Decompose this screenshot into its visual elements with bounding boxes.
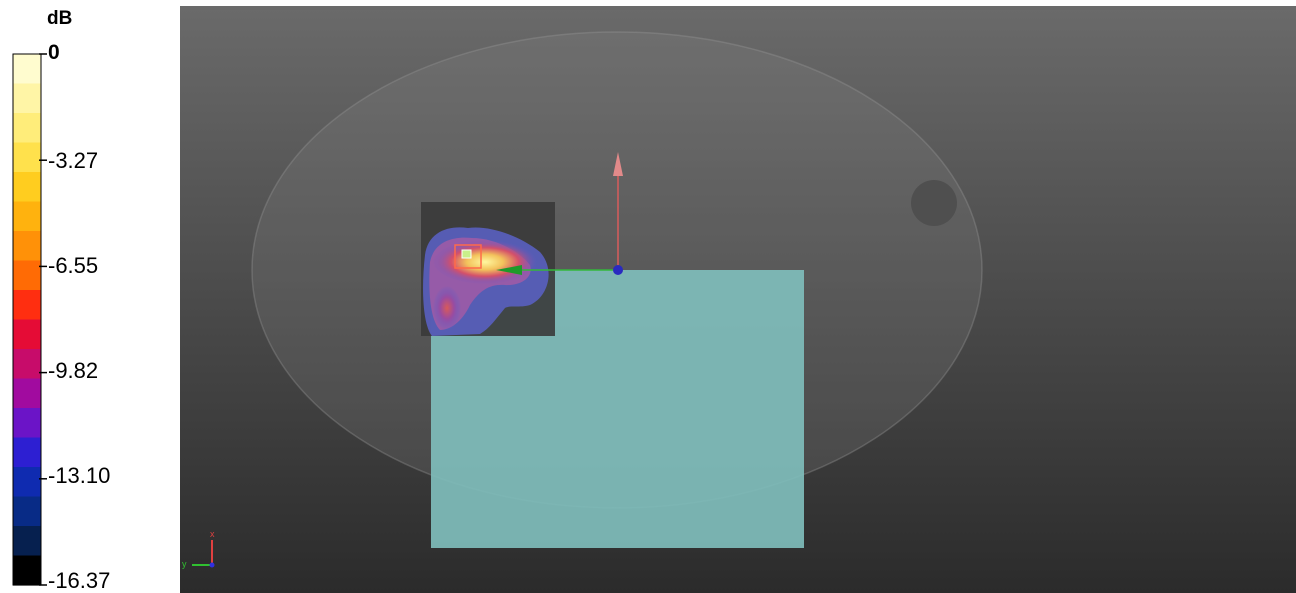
peak-marker-outer — [454, 244, 482, 269]
heatmap-main-peak — [433, 240, 537, 284]
legend-tick-label: -3.27 — [48, 148, 99, 173]
legend-color-step — [13, 142, 41, 173]
phantom-marker — [911, 180, 957, 226]
legend-tick-label: -9.82 — [48, 358, 99, 383]
legend-color-step — [13, 319, 41, 350]
legend-color-step — [13, 555, 41, 586]
legend-color-step — [13, 231, 41, 262]
legend-tick-label: -13.10 — [48, 463, 111, 488]
heatmap-secondary-peak — [433, 286, 461, 330]
legend-color-step — [13, 378, 41, 409]
legend-color-step — [13, 172, 41, 203]
legend-color-step — [13, 201, 41, 232]
legend-color-step — [13, 496, 41, 527]
scene-canvas[interactable]: x y — [180, 6, 1296, 593]
legend-frame — [12, 53, 42, 586]
origin-point — [613, 265, 623, 275]
peak-marker-inner — [461, 249, 472, 259]
legend-color-step — [13, 408, 41, 439]
legend-color-step — [13, 54, 41, 85]
coordinate-origin-gizmo[interactable] — [496, 152, 623, 275]
legend-color-step — [13, 349, 41, 380]
color-legend: dB 0 -3.27 -6.55 -9.82 -13.10 -16.37 — [0, 0, 180, 593]
orientation-triad: x y — [182, 529, 215, 569]
legend-color-step — [13, 526, 41, 557]
legend-color-step — [13, 113, 41, 144]
legend-color-bar — [12, 53, 47, 586]
triad-x-label: x — [210, 529, 215, 539]
legend-color-step — [13, 83, 41, 114]
3d-viewport[interactable]: x y — [180, 6, 1296, 593]
legend-tick-label: -16.37 — [48, 568, 111, 593]
legend-color-step — [13, 467, 41, 498]
triad-y-label: y — [182, 559, 187, 569]
legend-unit-label: dB — [47, 8, 73, 29]
sar-heatmap[interactable] — [421, 202, 555, 336]
legend-color-step — [13, 290, 41, 321]
triad-origin — [209, 562, 215, 568]
legend-color-step — [13, 437, 41, 468]
legend-color-step — [13, 260, 41, 291]
legend-tick-label-max: 0 — [48, 41, 60, 64]
y-axis-arrowhead — [496, 265, 522, 275]
x-axis-arrowhead — [613, 152, 623, 176]
legend-tick-label: -6.55 — [48, 253, 99, 278]
